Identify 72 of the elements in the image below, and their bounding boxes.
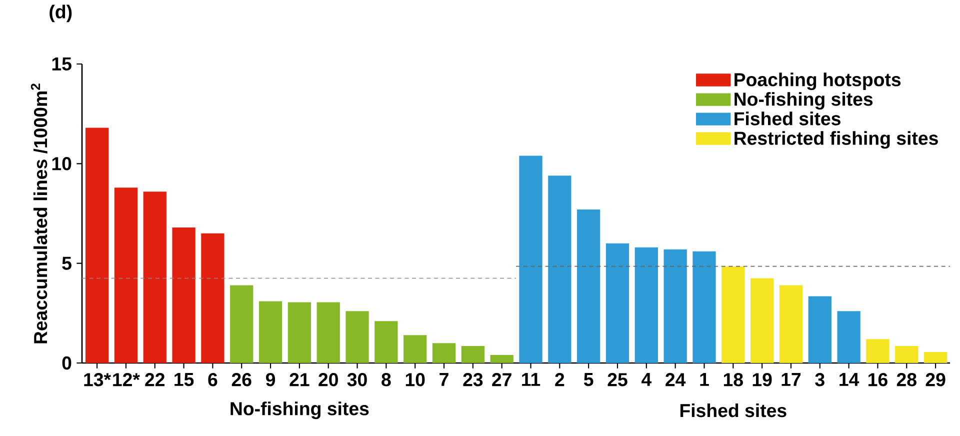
- y-tick-label: 0: [62, 356, 72, 370]
- bar: [143, 192, 166, 363]
- x-tick-label: 11: [522, 373, 540, 386]
- bar: [634, 247, 658, 363]
- y-axis-title: Reaccumulated lines /1000m$^{2}$: [30, 84, 48, 344]
- x-tick-label: 29: [926, 373, 946, 386]
- x-tick-label: 28: [896, 373, 916, 386]
- bar: [85, 128, 109, 363]
- x-tick-label: 15: [174, 373, 194, 386]
- x-tick-label: 8: [382, 373, 391, 386]
- bar: [577, 210, 600, 363]
- y-tick-label: 10: [52, 157, 72, 170]
- y-tick-label: 15: [52, 57, 72, 71]
- bar: [866, 339, 890, 363]
- bar: [404, 335, 427, 363]
- x-tick-label: 1: [700, 373, 709, 386]
- bar: [374, 321, 398, 363]
- bar: [114, 188, 138, 363]
- x-tick-label: 22: [145, 373, 165, 386]
- x-tick-label: 12*: [113, 373, 140, 386]
- x-tick-label: 6: [208, 373, 218, 386]
- bar: [461, 346, 484, 363]
- bar: [258, 301, 282, 363]
- x-tick-label: 3: [815, 373, 824, 386]
- x-tick-label: 19: [752, 373, 772, 386]
- legend-label: Fished sites: [734, 112, 840, 126]
- x-tick-label: 7: [440, 373, 448, 386]
- x-tick-label: 18: [724, 373, 743, 386]
- bar: [230, 285, 254, 363]
- bar: [750, 278, 774, 363]
- x-tick-label: 26: [232, 373, 252, 386]
- bar: [692, 251, 716, 363]
- x-tick-label: 20: [318, 373, 338, 386]
- bar: [490, 355, 514, 363]
- x-tick-label: 16: [868, 373, 888, 386]
- bar: [201, 233, 224, 363]
- x-tick-label: 13*: [84, 373, 112, 386]
- x-tick-label: 27: [492, 373, 512, 386]
- x-tick-label: 24: [666, 373, 686, 386]
- bar: [172, 227, 196, 363]
- chart-title: (d): [50, 4, 72, 22]
- bar: [432, 343, 456, 363]
- text: Fished sites: [680, 403, 786, 418]
- bar: [779, 285, 803, 363]
- x-tick-label: 5: [584, 373, 594, 386]
- bar: [316, 302, 340, 363]
- legend-label: No-fishing sites: [734, 92, 873, 110]
- text: No-fishing sites: [230, 402, 369, 420]
- bar: [606, 243, 630, 363]
- bar: [288, 302, 311, 363]
- x-tick-label: 30: [347, 373, 367, 386]
- bar: [895, 346, 918, 363]
- x-tick-label: 10: [406, 373, 425, 386]
- bar: [346, 311, 369, 363]
- legend-label: Restricted fishing sites: [734, 131, 938, 149]
- y-tick-label: 5: [62, 256, 72, 270]
- x-tick-label: 25: [608, 373, 628, 386]
- bar: [808, 296, 832, 363]
- x-tick-label: 14: [840, 373, 860, 386]
- bar: [664, 249, 687, 363]
- x-tick-label: 4: [642, 373, 652, 386]
- x-tick-label: 9: [266, 373, 276, 386]
- x-tick-label: 21: [290, 373, 310, 386]
- bar: [924, 352, 948, 363]
- x-tick-label: 23: [463, 373, 483, 386]
- x-tick-label: 17: [782, 373, 801, 386]
- x-tick-label: 2: [555, 373, 564, 386]
- bar: [519, 156, 542, 363]
- bar: [722, 266, 745, 363]
- bar: [837, 311, 860, 363]
- bar: [548, 176, 572, 363]
- legend-label: Poaching hotspots: [734, 72, 901, 90]
